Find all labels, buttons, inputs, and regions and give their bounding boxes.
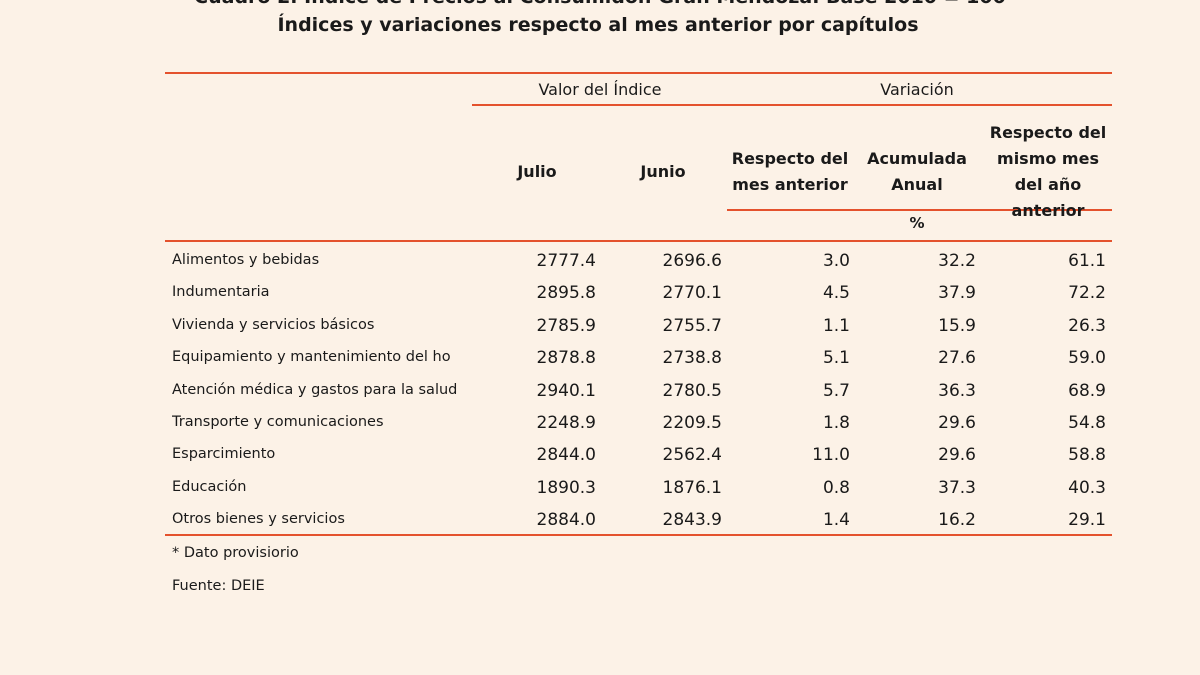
row-label: Otros bienes y servicios [172,511,345,528]
row-label: Esparcimiento [172,446,276,463]
rule [165,240,1112,242]
row-label: Equipamiento y mantenimiento del ho [172,349,451,366]
cell: 3.0 [822,251,850,271]
cell: 2248.9 [536,413,596,433]
cell: 1876.1 [662,477,722,498]
cell: 27.6 [938,348,976,369]
cell: 32.2 [938,251,976,271]
cell: 68.9 [1068,380,1106,401]
column-header: Julio [517,162,557,181]
cell: 1890.3 [536,477,596,498]
cell: 61.1 [1068,251,1106,271]
row-label: Vivienda y servicios básicos [172,316,375,333]
cell: 58.8 [1068,445,1106,466]
group-header: Variación [880,80,954,99]
cell: 2884.0 [536,510,596,531]
note: * Dato provisiorio [172,545,299,561]
cell: 2895.8 [536,283,596,304]
supertitle: Cuadro 2. Índice de Precios al Consumido… [194,0,1006,8]
row-label: Indumentaria [172,284,270,301]
column-header: Respecto del mes anterior [731,149,849,194]
cell: 2696.6 [662,251,722,271]
cell: 1.8 [822,413,850,433]
row-label: Atención médica y gastos para la salud [172,381,458,398]
cell: 29.6 [938,413,976,433]
column-header: Junio [640,162,686,181]
cell: 0.8 [822,477,850,498]
column-header: Respecto del mismo mes del año anterior [989,123,1107,220]
cell: 16.2 [938,510,976,531]
unit: % [909,214,925,232]
cell: 37.3 [938,477,976,498]
title: Índices y variaciones respecto al mes an… [277,14,919,36]
cell: 1.4 [822,510,850,531]
row-label: Alimentos y bebidas [172,252,320,268]
cell: 54.8 [1068,413,1106,433]
cell: 2843.9 [662,510,722,531]
cell: 2209.5 [662,413,722,433]
cell: 29.6 [938,445,976,466]
cell: 5.1 [822,348,850,369]
cell: 26.3 [1068,315,1106,336]
cell: 1.1 [822,315,850,336]
cell: 11.0 [812,445,850,466]
cell: 2770.1 [662,283,722,304]
cell: 2755.7 [662,315,722,336]
cell: 29.1 [1068,510,1106,531]
row-label: Educación [172,478,247,495]
cell: 40.3 [1068,477,1106,498]
cell: 5.7 [822,380,850,401]
cell: 72.2 [1068,283,1106,304]
cell: 2777.4 [536,251,596,271]
cell: 2562.4 [662,445,722,466]
rule [472,104,1112,106]
cell: 2844.0 [536,445,596,466]
cell: 2785.9 [536,315,596,336]
cell: 2878.8 [536,348,596,369]
rule [727,209,1112,211]
cell: 37.9 [938,283,976,304]
column-header: Acumulada Anual [867,149,967,194]
rule [165,72,1112,74]
cell: 4.5 [822,283,850,304]
rule [165,534,1112,536]
cell: 59.0 [1068,348,1106,369]
cell: 15.9 [938,315,976,336]
group-header: Valor del Índice [538,80,662,99]
cell: 2738.8 [662,348,722,369]
cell: 36.3 [938,380,976,401]
note: Fuente: DEIE [172,578,265,594]
cell: 2780.5 [662,380,722,401]
row-label: Transporte y comunicaciones [172,414,384,430]
cell: 2940.1 [536,380,596,401]
